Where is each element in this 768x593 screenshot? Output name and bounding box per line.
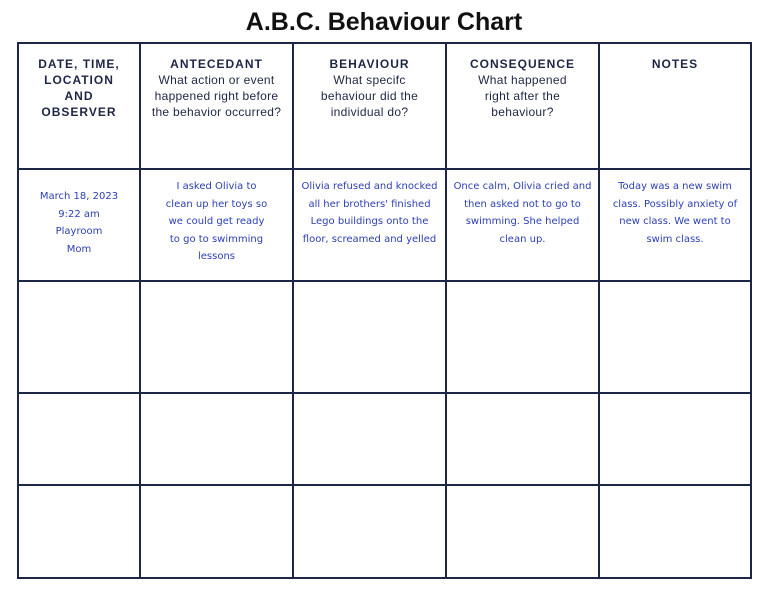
empty-cell: [292, 392, 447, 486]
empty-row: [17, 484, 752, 579]
entry-cell: I asked Olivia to clean up her toys so w…: [139, 168, 294, 282]
header-label: CONSEQUENCE: [469, 57, 575, 71]
header-cell: CONSEQUENCE What happened right after the…: [445, 42, 600, 170]
header-label: DATE, TIME, LOCATION AND OBSERVER: [38, 57, 120, 119]
header-row: DATE, TIME, LOCATION AND OBSERVER ANTECE…: [17, 42, 752, 170]
entry-text: Today was a new swim class. Possibly anx…: [612, 181, 738, 245]
empty-cell: [139, 484, 294, 579]
empty-cell: [139, 392, 294, 486]
entry-text: Once calm, Olivia cried and then asked n…: [453, 181, 592, 245]
empty-row: [17, 280, 752, 394]
entry-row: March 18, 2023 9:22 am Playroom Mom I as…: [17, 168, 752, 282]
header-cell: DATE, TIME, LOCATION AND OBSERVER: [17, 42, 141, 170]
empty-cell: [17, 484, 141, 579]
header-question: What happened right after the behaviour?: [478, 73, 567, 119]
empty-cell: [445, 280, 600, 394]
empty-cell: [17, 280, 141, 394]
entry-text: March 18, 2023 9:22 am Playroom Mom: [25, 170, 133, 258]
header-label: BEHAVIOUR: [329, 57, 410, 71]
empty-cell: [598, 392, 752, 486]
header-question: What action or event happened right befo…: [151, 73, 282, 119]
empty-cell: [292, 280, 447, 394]
empty-cell: [139, 280, 294, 394]
empty-cell: [598, 484, 752, 579]
entry-text: I asked Olivia to clean up her toys so w…: [165, 181, 268, 262]
entry-line: 9:22 am: [58, 208, 100, 220]
header-cell: BEHAVIOUR What specifc behaviour did the …: [292, 42, 447, 170]
header-question: What specifc behaviour did the individua…: [320, 73, 419, 119]
header-label: NOTES: [651, 57, 699, 71]
empty-cell: [17, 392, 141, 486]
entry-line: March 18, 2023: [39, 191, 119, 202]
abc-table: DATE, TIME, LOCATION AND OBSERVER ANTECE…: [17, 42, 752, 579]
entry-cell: March 18, 2023 9:22 am Playroom Mom: [17, 168, 141, 282]
empty-cell: [445, 392, 600, 486]
entry-line: Playroom: [55, 226, 103, 237]
header-cell: ANTECEDANT What action or event happened …: [139, 42, 294, 170]
entry-text: Olivia refused and knocked all her broth…: [301, 181, 438, 245]
header-label: ANTECEDANT: [170, 57, 263, 71]
empty-cell: [598, 280, 752, 394]
empty-row: [17, 392, 752, 486]
entry-cell: Today was a new swim class. Possibly anx…: [598, 168, 752, 282]
entry-cell: Once calm, Olivia cried and then asked n…: [445, 168, 600, 282]
header-cell: NOTES: [598, 42, 752, 170]
title: A.B.C. Behaviour Chart: [245, 8, 523, 36]
empty-cell: [445, 484, 600, 579]
entry-cell: Olivia refused and knocked all her broth…: [292, 168, 447, 282]
empty-cell: [292, 484, 447, 579]
entry-line: Mom: [66, 243, 92, 255]
